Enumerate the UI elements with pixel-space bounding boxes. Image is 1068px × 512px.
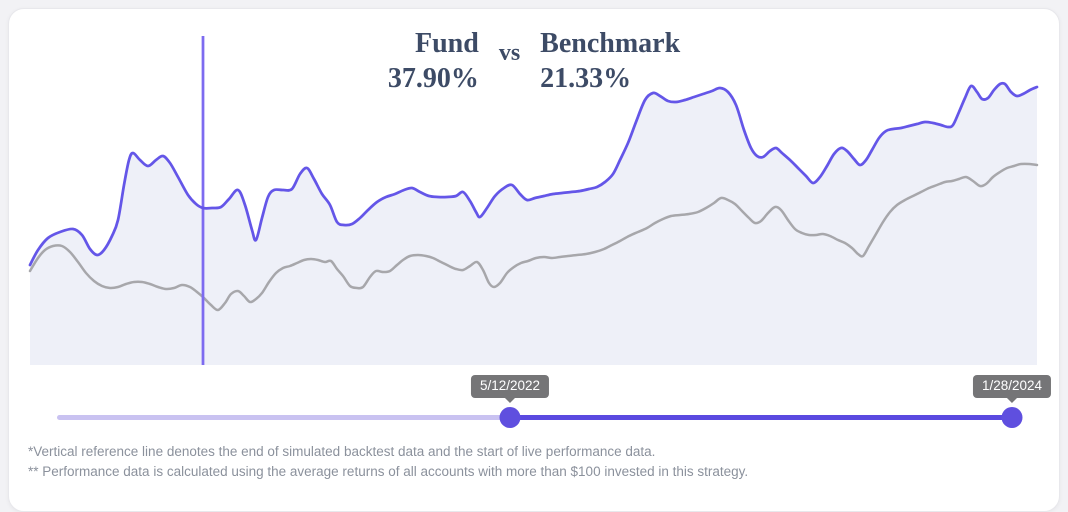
end-date-handle[interactable] bbox=[1001, 407, 1023, 428]
date-range-slider: 5/12/2022 1/28/2024 bbox=[0, 0, 1068, 494]
start-date-handle[interactable] bbox=[499, 407, 521, 428]
slider-track-inactive[interactable] bbox=[57, 415, 510, 420]
slider-track-selected[interactable] bbox=[510, 415, 1012, 420]
fund-line bbox=[28, 81, 1039, 267]
performance-chart bbox=[28, 36, 1039, 366]
footnote-performance: ** Performance data is calculated using … bbox=[28, 464, 749, 479]
footnotes: *Vertical reference line denotes the end… bbox=[28, 442, 748, 482]
end-date-tooltip: 1/28/2024 bbox=[972, 375, 1052, 398]
benchmark-line bbox=[28, 162, 1039, 312]
fund-area-fill bbox=[30, 83, 1037, 366]
start-date-tooltip: 5/12/2022 bbox=[470, 375, 550, 398]
footnote-reference-line: *Vertical reference line denotes the end… bbox=[28, 444, 656, 459]
